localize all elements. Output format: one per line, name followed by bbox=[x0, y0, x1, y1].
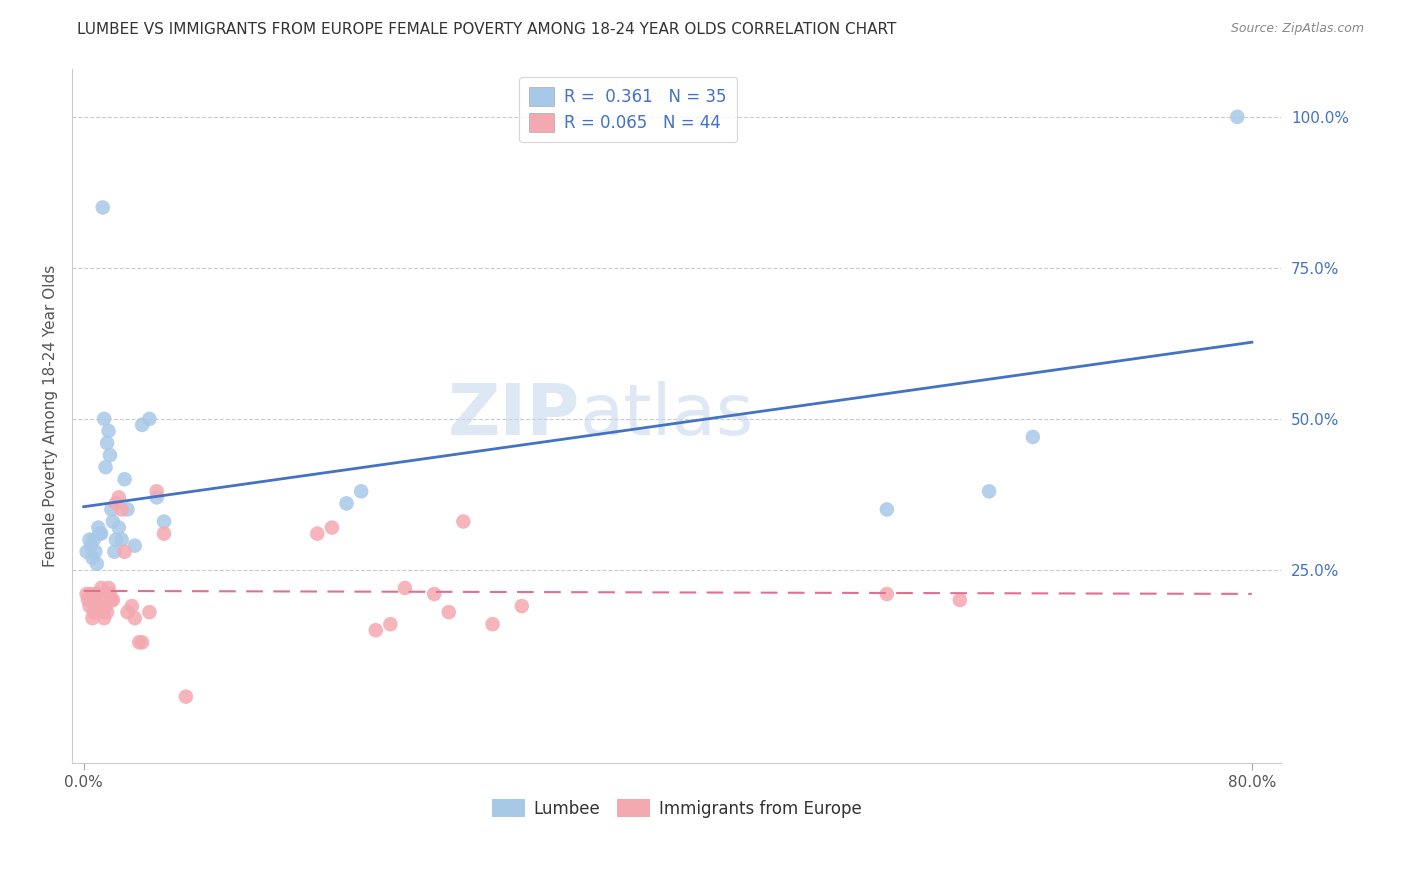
Point bbox=[977, 484, 1000, 499]
Point bbox=[128, 635, 150, 649]
Point bbox=[423, 587, 446, 601]
Point bbox=[321, 520, 343, 534]
Point bbox=[90, 581, 112, 595]
Point bbox=[76, 545, 98, 559]
Point bbox=[138, 605, 160, 619]
Point bbox=[93, 611, 115, 625]
Point bbox=[79, 599, 101, 613]
Point bbox=[350, 484, 373, 499]
Point bbox=[103, 545, 125, 559]
Point bbox=[876, 587, 898, 601]
Point bbox=[876, 502, 898, 516]
Point bbox=[114, 545, 136, 559]
Point bbox=[97, 581, 120, 595]
Point bbox=[153, 526, 176, 541]
Point bbox=[86, 587, 108, 601]
Point bbox=[90, 526, 112, 541]
Point bbox=[82, 550, 104, 565]
Point bbox=[84, 545, 107, 559]
Point bbox=[437, 605, 460, 619]
Point bbox=[89, 593, 111, 607]
Point bbox=[80, 587, 103, 601]
Point bbox=[111, 502, 134, 516]
Point bbox=[1226, 110, 1249, 124]
Y-axis label: Female Poverty Among 18-24 Year Olds: Female Poverty Among 18-24 Year Olds bbox=[44, 265, 58, 567]
Text: ZIP: ZIP bbox=[447, 381, 579, 450]
Point bbox=[394, 581, 416, 595]
Point bbox=[80, 539, 103, 553]
Point bbox=[87, 520, 110, 534]
Point bbox=[174, 690, 197, 704]
Point bbox=[510, 599, 533, 613]
Point bbox=[335, 496, 357, 510]
Point bbox=[949, 593, 972, 607]
Point bbox=[380, 617, 402, 632]
Point bbox=[94, 599, 117, 613]
Point bbox=[1022, 430, 1045, 444]
Point bbox=[89, 526, 111, 541]
Point bbox=[93, 412, 115, 426]
Point bbox=[76, 587, 98, 601]
Point bbox=[131, 635, 153, 649]
Point bbox=[82, 611, 104, 625]
Point bbox=[307, 526, 329, 541]
Point bbox=[91, 605, 114, 619]
Point bbox=[138, 412, 160, 426]
Legend: Lumbee, Immigrants from Europe: Lumbee, Immigrants from Europe bbox=[485, 792, 868, 824]
Point bbox=[117, 605, 139, 619]
Point bbox=[98, 448, 121, 462]
Point bbox=[104, 496, 127, 510]
Point bbox=[107, 491, 129, 505]
Point bbox=[100, 593, 122, 607]
Point bbox=[153, 515, 176, 529]
Point bbox=[100, 502, 122, 516]
Point bbox=[111, 533, 134, 547]
Point bbox=[83, 605, 105, 619]
Point bbox=[97, 424, 120, 438]
Text: Source: ZipAtlas.com: Source: ZipAtlas.com bbox=[1230, 22, 1364, 36]
Point bbox=[124, 539, 146, 553]
Point bbox=[101, 515, 124, 529]
Point bbox=[79, 533, 101, 547]
Point bbox=[98, 587, 121, 601]
Point bbox=[364, 624, 387, 638]
Point bbox=[145, 484, 167, 499]
Point bbox=[124, 611, 146, 625]
Point bbox=[83, 533, 105, 547]
Point bbox=[145, 491, 167, 505]
Text: atlas: atlas bbox=[579, 381, 754, 450]
Point bbox=[104, 533, 127, 547]
Point bbox=[87, 599, 110, 613]
Point bbox=[114, 472, 136, 486]
Point bbox=[86, 557, 108, 571]
Point bbox=[84, 593, 107, 607]
Text: LUMBEE VS IMMIGRANTS FROM EUROPE FEMALE POVERTY AMONG 18-24 YEAR OLDS CORRELATIO: LUMBEE VS IMMIGRANTS FROM EUROPE FEMALE … bbox=[77, 22, 897, 37]
Point bbox=[96, 436, 118, 450]
Point bbox=[96, 605, 118, 619]
Point bbox=[481, 617, 503, 632]
Point bbox=[121, 599, 143, 613]
Point bbox=[107, 520, 129, 534]
Point bbox=[131, 417, 153, 432]
Point bbox=[91, 201, 114, 215]
Point bbox=[117, 502, 139, 516]
Point bbox=[101, 593, 124, 607]
Point bbox=[94, 460, 117, 475]
Point bbox=[453, 515, 475, 529]
Point bbox=[77, 593, 100, 607]
